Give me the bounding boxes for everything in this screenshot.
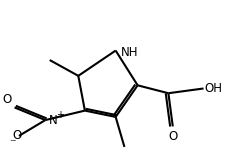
- Text: +: +: [56, 110, 64, 120]
- Text: NH: NH: [121, 46, 138, 59]
- Text: O: O: [2, 93, 11, 106]
- Text: ⁻: ⁻: [9, 137, 16, 150]
- Text: O: O: [12, 129, 21, 142]
- Text: OH: OH: [204, 82, 222, 95]
- Text: O: O: [167, 130, 177, 143]
- Text: N: N: [48, 114, 57, 127]
